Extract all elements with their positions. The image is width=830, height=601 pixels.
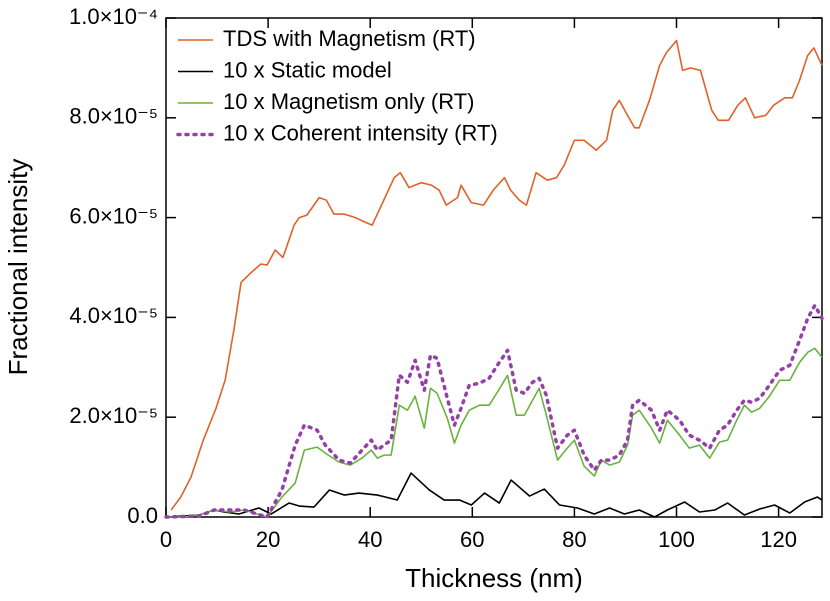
y-axis-label: Fractional intensity xyxy=(3,159,33,376)
y-tick-label: 1.0×10⁻⁴ xyxy=(69,4,158,29)
x-tick-label: 40 xyxy=(358,527,382,552)
y-tick-label: 4.0×10⁻⁵ xyxy=(69,303,158,328)
x-tick-label: 20 xyxy=(256,527,280,552)
plot-frame xyxy=(165,17,823,518)
x-tick-label: 0 xyxy=(160,527,172,552)
x-axis-label: Thickness (nm) xyxy=(405,563,583,593)
legend-label: TDS with Magnetism (RT) xyxy=(223,26,476,51)
y-tick-label: 6.0×10⁻⁵ xyxy=(69,203,158,228)
series-line xyxy=(170,39,823,511)
series-line xyxy=(165,472,823,518)
y-tick-label: 0.0 xyxy=(127,503,158,528)
legend-label: 10 x Static model xyxy=(223,57,392,82)
x-tick-label: 100 xyxy=(658,527,695,552)
legend-label: 10 x Coherent intensity (RT) xyxy=(223,120,498,145)
x-tick-label: 120 xyxy=(760,527,797,552)
y-tick-label: 2.0×10⁻⁵ xyxy=(69,403,158,428)
y-tick-label: 8.0×10⁻⁵ xyxy=(69,104,158,129)
series-line xyxy=(166,347,823,518)
legend-label: 10 x Magnetism only (RT) xyxy=(223,89,474,114)
x-tick-label: 80 xyxy=(562,527,586,552)
x-tick-label: 60 xyxy=(460,527,484,552)
series-line xyxy=(164,303,824,519)
